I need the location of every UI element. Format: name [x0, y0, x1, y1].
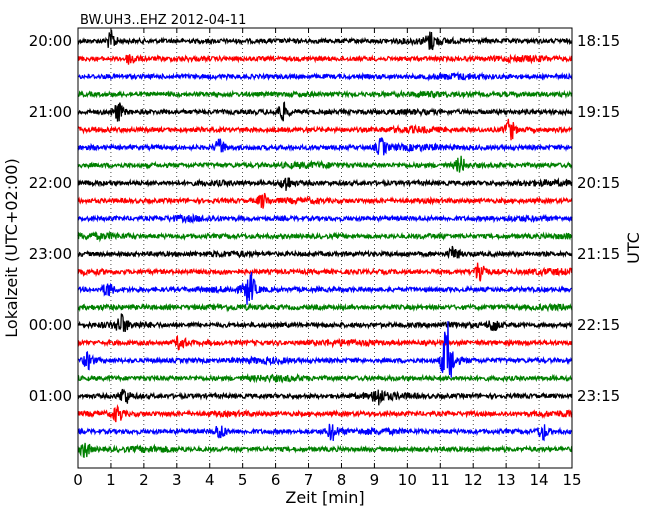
seismogram-trace	[77, 245, 573, 260]
x-tick-label: 7	[304, 471, 314, 489]
plot-frame	[77, 27, 573, 469]
seismogram-trace	[77, 262, 573, 282]
right-ticks: 18:15 19:15 20:15 21:15 22:15 23:15	[567, 32, 620, 405]
x-tick-label: 9	[370, 471, 380, 489]
seismogram-trace	[77, 230, 573, 243]
seismogram-trace	[77, 89, 573, 100]
chart-title: BW.UH3..EHZ 2012-04-11	[80, 13, 246, 28]
seismogram-trace	[77, 442, 573, 458]
seismogram-trace	[77, 212, 573, 225]
seismogram-trace	[77, 372, 573, 384]
x-tick-label: 4	[205, 471, 215, 489]
seismogram-trace	[77, 271, 573, 305]
seismogram-trace	[77, 29, 573, 51]
x-ticks: 0 1 2 3 4 5 6 7 8 9 10 11 12 13 14 15	[73, 28, 582, 489]
seismogram-trace	[77, 155, 573, 173]
seismogram-trace	[77, 118, 573, 141]
x-axis-label: Zeit [min]	[285, 488, 364, 507]
right-tick-label: 21:15	[577, 245, 620, 263]
seismogram-trace	[77, 192, 573, 209]
x-tick-label: 6	[271, 471, 281, 489]
left-ticks: 20:00 21:00 22:00 23:00 00:00 01:00	[29, 32, 83, 405]
left-tick-label: 20:00	[29, 32, 72, 50]
seismogram-trace	[77, 423, 573, 442]
x-tick-label: 0	[73, 471, 83, 489]
right-tick-label: 23:15	[577, 387, 620, 405]
seismogram-trace	[77, 302, 573, 313]
x-tick-label: 12	[464, 471, 483, 489]
seismogram-trace	[77, 388, 573, 406]
y-axis-label-left: Lokalzeit (UTC+02:00)	[2, 158, 21, 337]
left-tick-label: 01:00	[29, 387, 72, 405]
y-axis-label-right: UTC	[624, 232, 643, 264]
x-tick-label: 8	[337, 471, 347, 489]
seismogram-traces	[77, 29, 573, 458]
seismogram-trace	[77, 334, 573, 351]
left-tick-label: 23:00	[29, 245, 72, 263]
seismogram-trace	[77, 53, 573, 65]
right-tick-label: 22:15	[577, 316, 620, 334]
right-tick-label: 18:15	[577, 32, 620, 50]
x-tick-label: 2	[139, 471, 149, 489]
seismogram-trace	[77, 403, 573, 423]
seismogram-trace	[77, 70, 573, 82]
x-tick-label: 15	[562, 471, 581, 489]
x-tick-label: 5	[238, 471, 248, 489]
x-tick-label: 11	[431, 471, 450, 489]
seismogram-trace	[77, 101, 573, 122]
left-tick-label: 00:00	[29, 316, 72, 334]
x-tick-label: 3	[172, 471, 182, 489]
x-tick-label: 1	[106, 471, 116, 489]
seismogram-trace	[77, 313, 573, 333]
x-tick-label: 13	[497, 471, 516, 489]
left-tick-label: 21:00	[29, 103, 72, 121]
seismogram-trace	[77, 177, 573, 191]
seismogram-trace	[77, 137, 573, 156]
left-tick-label: 22:00	[29, 174, 72, 192]
x-tick-label: 14	[530, 471, 549, 489]
right-tick-label: 20:15	[577, 174, 620, 192]
x-tick-label: 10	[398, 471, 417, 489]
seismogram-trace	[77, 321, 573, 378]
right-tick-label: 19:15	[577, 103, 620, 121]
grid	[110, 28, 540, 468]
